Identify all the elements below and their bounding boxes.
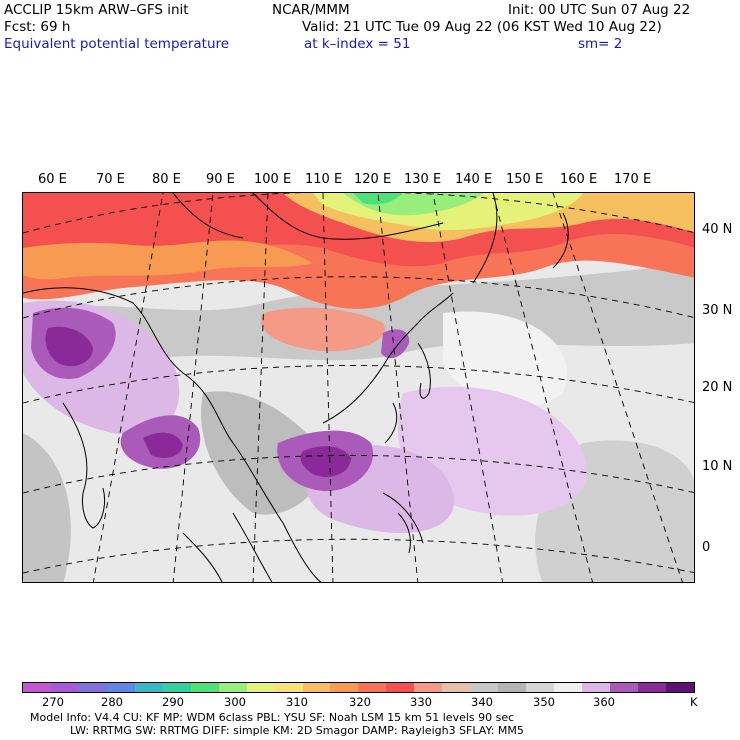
colorbar-tick: 340 <box>471 695 493 709</box>
colorbar-swatch <box>386 683 415 692</box>
colorbar-swatch <box>637 683 666 692</box>
lon-label: 140 E <box>455 172 493 187</box>
colorbar-swatch <box>134 683 163 692</box>
lon-label: 150 E <box>506 172 544 187</box>
lon-label: 110 E <box>305 172 343 187</box>
colorbar-swatch <box>554 683 583 692</box>
lat-label: 10 N <box>702 459 733 474</box>
colorbar <box>22 682 695 693</box>
colorbar-swatch <box>106 683 135 692</box>
colorbar-swatch <box>526 683 555 692</box>
model-title: ACCLIP 15km ARW–GFS init <box>4 2 189 18</box>
colorbar-swatch <box>358 683 387 692</box>
colorbar-swatch <box>414 683 443 692</box>
lon-label: 100 E <box>254 172 292 187</box>
lon-label: 130 E <box>404 172 442 187</box>
lon-label: 120 E <box>354 172 392 187</box>
init-time: Init: 00 UTC Sun 07 Aug 22 <box>508 2 691 18</box>
colorbar-swatch <box>498 683 527 692</box>
field-name: Equivalent potential temperature <box>4 36 230 52</box>
lon-label: 160 E <box>560 172 598 187</box>
colorbar-unit: K <box>690 695 698 709</box>
colorbar-tick: 330 <box>410 695 432 709</box>
colorbar-swatch <box>442 683 471 692</box>
colorbar-swatch <box>330 683 359 692</box>
colorbar-swatch <box>274 683 303 692</box>
colorbar-tick: 350 <box>533 695 555 709</box>
level-index: at k–index = 51 <box>304 36 411 52</box>
map-field-svg <box>23 193 694 582</box>
colorbar-swatch <box>470 683 499 692</box>
colorbar-swatch <box>610 683 638 692</box>
institution-label: NCAR/MMM <box>272 2 350 18</box>
colorbar-tick: 280 <box>101 695 123 709</box>
colorbar-swatch <box>302 683 331 692</box>
theta-e-map <box>22 192 695 583</box>
colorbar-tick: 320 <box>349 695 371 709</box>
smoothing-label: sm= 2 <box>578 36 623 52</box>
colorbar-tick: 360 <box>593 695 615 709</box>
colorbar-swatch <box>218 683 247 692</box>
colorbar-swatch <box>246 683 275 692</box>
colorbar-swatch <box>582 683 611 692</box>
colorbar-swatch <box>162 683 191 692</box>
model-info-line1: Model Info: V4.4 CU: KF MP: WDM 6class P… <box>30 711 515 724</box>
colorbar-tick: 300 <box>224 695 246 709</box>
colorbar-tick: 310 <box>286 695 308 709</box>
colorbar-swatch <box>23 683 51 692</box>
lon-label: 170 E <box>614 172 652 187</box>
colorbar-swatch <box>190 683 219 692</box>
colorbar-tick: 290 <box>162 695 184 709</box>
lat-label: 40 N <box>702 222 733 237</box>
colorbar-swatch <box>665 683 694 692</box>
lon-label: 70 E <box>96 172 125 187</box>
valid-time: Valid: 21 UTC Tue 09 Aug 22 (06 KST Wed … <box>302 19 662 35</box>
colorbar-swatch <box>50 683 79 692</box>
colorbar-tick: 270 <box>42 695 64 709</box>
lat-label: 0 <box>702 540 711 555</box>
colorbar-swatch <box>78 683 107 692</box>
lat-label: 30 N <box>702 303 733 318</box>
lon-label: 90 E <box>206 172 235 187</box>
forecast-hour: Fcst: 69 h <box>4 19 71 35</box>
lat-label: 20 N <box>702 380 733 395</box>
model-info-line2: LW: RRTMG SW: RRTMG DIFF: simple KM: 2D … <box>70 724 524 737</box>
lon-label: 60 E <box>38 172 67 187</box>
lon-label: 80 E <box>152 172 181 187</box>
